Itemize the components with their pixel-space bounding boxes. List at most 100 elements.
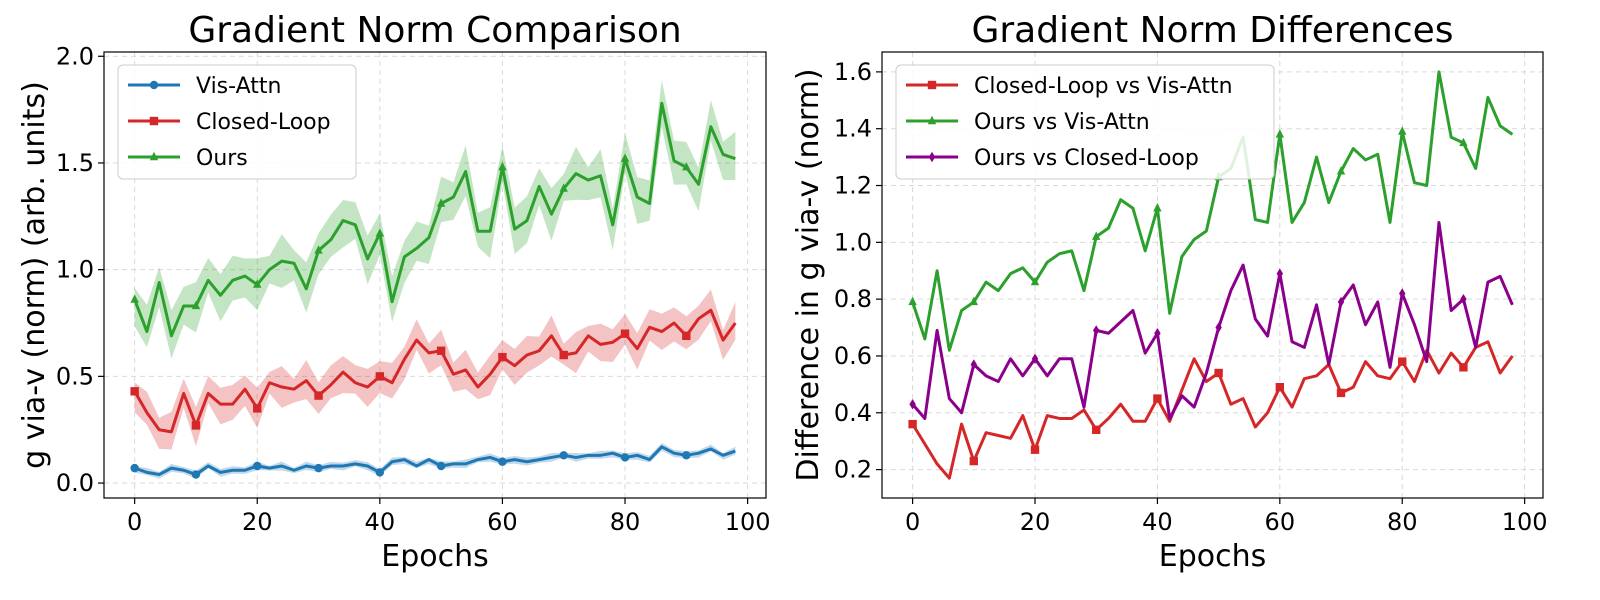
x-axis-label: Epochs: [1159, 539, 1267, 574]
data-point-ours-vs-closed-loop: [1215, 322, 1222, 333]
data-point-closed-loop: [682, 331, 691, 341]
data-point-closed-loop-vs-vis-attn: [1153, 394, 1162, 403]
series-line-ours-vs-vis-attn: [911, 70, 1514, 352]
data-point-closed-loop: [559, 350, 568, 360]
data-point-closed-loop: [314, 391, 323, 400]
data-point-closed-loop: [191, 421, 201, 430]
plot-frame: [881, 51, 1544, 499]
data-point-ours: [559, 183, 568, 192]
data-point-ours: [130, 294, 139, 303]
y-tick-label: 0.5: [56, 362, 94, 390]
data-point-ours: [498, 162, 507, 171]
data-point-ours-vs-closed-loop: [909, 399, 916, 410]
data-point-ours-vs-closed-loop: [1399, 288, 1406, 299]
x-tick-label: 100: [725, 508, 771, 536]
data-point-ours: [191, 300, 201, 310]
legend-box: [117, 64, 357, 180]
chart-gradient-norm-differences: 0 20 40 60 80 100 0.2 0.4 0.6 0.8 1.0 1.2 1.4 1.6 Grad…: [791, 10, 1548, 574]
confidence-band-closed-loop: [134, 289, 736, 450]
series-line-ours: [133, 101, 736, 338]
chart-title: Gradient Norm Comparison: [188, 10, 681, 51]
data-point-ours: [436, 198, 446, 207]
data-point-vis-attn: [559, 451, 568, 460]
data-point-ours: [682, 162, 691, 171]
data-point-ours-vs-closed-loop: [1031, 353, 1039, 365]
y-axis-label: g via-v (norm) (arb. units): [17, 81, 52, 469]
x-tick-label: 60: [487, 508, 518, 536]
chart-title: Gradient Norm Differences: [971, 10, 1453, 51]
data-point-closed-loop: [436, 346, 446, 355]
data-point-ours-vs-closed-loop: [970, 359, 978, 370]
data-point-vis-attn: [314, 463, 323, 473]
legend-marker-ours-vs-closed-loop: [928, 151, 936, 163]
y-tick-label: 1.5: [56, 149, 94, 177]
data-point-closed-loop: [375, 372, 385, 381]
x-tick-label: 80: [610, 508, 641, 536]
x-tick-label: 0: [127, 508, 142, 536]
data-point-vis-attn: [375, 468, 385, 477]
data-point-closed-loop: [130, 387, 139, 396]
data-point-ours-vs-closed-loop: [1093, 325, 1100, 336]
data-point-ours: [375, 228, 385, 237]
legend-marker-ours: [149, 151, 159, 161]
y-tick-label: 0.4: [834, 399, 872, 427]
data-point-closed-loop-vs-vis-attn: [969, 456, 979, 466]
data-point-ours-vs-closed-loop: [1337, 296, 1345, 308]
y-tick-label: 0.6: [834, 342, 872, 370]
data-point-closed-loop: [253, 404, 262, 413]
data-point-ours-vs-vis-attn: [1153, 203, 1162, 212]
y-tick-label: 0.8: [834, 285, 872, 313]
legend-marker-closed-loop-vs-vis-attn: [927, 80, 937, 90]
legend-label-ours-vs-vis-attn: Ours vs Vis-Attn: [974, 110, 1150, 135]
data-point-ours: [253, 279, 262, 288]
x-tick-label: 40: [1142, 508, 1173, 536]
data-point-ours-vs-vis-attn: [969, 296, 979, 306]
data-point-vis-attn: [191, 470, 201, 479]
data-point-closed-loop-vs-vis-attn: [1214, 368, 1223, 378]
data-point-closed-loop-vs-vis-attn: [1030, 445, 1040, 454]
data-point-ours-vs-vis-attn: [1336, 166, 1346, 175]
data-point-closed-loop-vs-vis-attn: [1459, 363, 1468, 372]
series-line-closed-loop: [133, 308, 737, 434]
data-point-ours-vs-vis-attn: [1092, 231, 1101, 240]
data-point-closed-loop-vs-vis-attn: [1336, 388, 1346, 398]
legend-marker-ours-vs-vis-attn: [927, 115, 937, 125]
data-point-closed-loop-vs-vis-attn: [1092, 425, 1101, 435]
legend-label-ours: Ours: [196, 146, 248, 171]
legend-marker-vis-attn: [149, 80, 159, 90]
confidence-band-vis-attn: [134, 442, 736, 479]
data-point-ours-vs-closed-loop: [1276, 268, 1284, 279]
plot-frame: [103, 51, 767, 499]
data-point-ours-vs-vis-attn: [908, 296, 917, 306]
y-tick-label: 1.0: [56, 256, 94, 284]
y-tick-label: 0.0: [56, 469, 94, 497]
data-point-ours-vs-closed-loop: [1154, 328, 1161, 339]
data-point-closed-loop-vs-vis-attn: [1275, 383, 1285, 392]
data-point-closed-loop-vs-vis-attn: [1398, 357, 1407, 366]
y-tick-label: 1.6: [834, 58, 872, 86]
legend-label-closed-loop: Closed-Loop: [196, 110, 331, 135]
series-line-ours-vs-closed-loop: [911, 220, 1514, 420]
data-point-ours-vs-vis-attn: [1275, 129, 1285, 138]
x-tick-label: 0: [905, 508, 920, 536]
data-point-vis-attn: [130, 463, 139, 473]
data-point-vis-attn: [682, 451, 691, 460]
legend-marker-closed-loop: [149, 116, 159, 126]
y-tick-label: 1.2: [834, 172, 872, 200]
x-tick-label: 20: [242, 508, 273, 536]
legend-label-vis-attn: Vis-Attn: [196, 74, 281, 99]
data-point-closed-loop: [620, 329, 630, 338]
y-tick-label: 1.0: [834, 228, 872, 256]
x-tick-label: 60: [1265, 508, 1296, 536]
series-line-closed-loop-vs-vis-attn: [911, 340, 1514, 480]
x-tick-label: 80: [1387, 508, 1418, 536]
data-point-closed-loop-vs-vis-attn: [908, 419, 917, 429]
y-tick-label: 0.2: [834, 456, 872, 484]
x-tick-label: 100: [1502, 508, 1548, 536]
x-tick-label: 40: [365, 508, 396, 536]
data-point-vis-attn: [436, 461, 446, 471]
data-point-ours: [620, 153, 630, 162]
data-point-ours-vs-closed-loop: [1460, 293, 1467, 305]
data-point-ours-vs-vis-attn: [1459, 137, 1468, 147]
legend-label-closed-loop-vs-vis-attn: Closed-Loop vs Vis-Attn: [974, 74, 1233, 99]
